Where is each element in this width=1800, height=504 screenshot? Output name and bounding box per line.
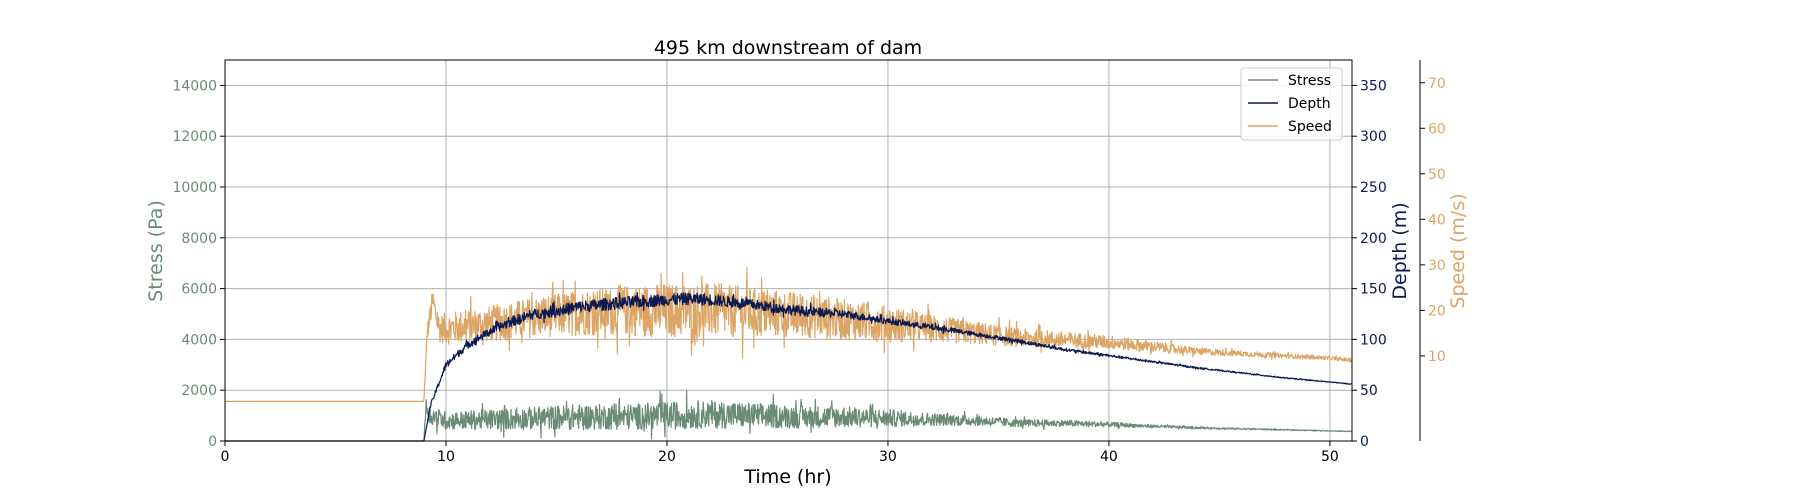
speed-tick-label: 70 <box>1428 76 1446 92</box>
x-tick-label: 50 <box>1321 449 1339 465</box>
series-layer <box>224 267 1353 442</box>
speed-tick-label: 60 <box>1428 121 1446 137</box>
speed-tick-label: 30 <box>1428 258 1446 274</box>
depth-tick-label: 150 <box>1360 282 1387 298</box>
legend-label-speed: Speed <box>1288 119 1332 135</box>
y-axis-speed: 10 20 30 40 50 60 70 <box>1419 60 1446 441</box>
stress-tick-label: 12000 <box>172 129 217 145</box>
depth-axis-title: Depth (m) <box>1389 202 1411 299</box>
stress-tick-label: 8000 <box>181 231 217 247</box>
x-axis: 0 10 20 30 40 50 <box>221 441 1339 465</box>
x-axis-title: Time (hr) <box>743 466 831 488</box>
x-tick-label: 30 <box>879 449 897 465</box>
legend-label-stress: Stress <box>1288 73 1331 89</box>
series-line-stress <box>224 390 1353 442</box>
legend-box <box>1240 67 1343 141</box>
grid-lines <box>224 60 1352 442</box>
stress-tick-label: 4000 <box>181 332 217 348</box>
stress-tick-label: 6000 <box>181 282 217 298</box>
depth-tick-label: 50 <box>1360 383 1378 399</box>
legend-label-depth: Depth <box>1288 96 1331 112</box>
depth-tick-label: 200 <box>1360 231 1387 247</box>
depth-tick-label: 300 <box>1360 129 1387 145</box>
stress-tick-label: 2000 <box>181 383 217 399</box>
stress-tick-label: 10000 <box>172 180 217 196</box>
speed-tick-label: 40 <box>1428 212 1446 228</box>
x-tick-label: 0 <box>221 449 230 465</box>
depth-tick-label: 0 <box>1360 434 1369 450</box>
speed-tick-label: 20 <box>1428 303 1446 319</box>
series-line-speed <box>224 267 1353 402</box>
legend: Stress Depth Speed <box>1240 67 1343 141</box>
depth-tick-label: 250 <box>1360 180 1387 196</box>
y-axis-stress: 0 2000 4000 6000 8000 10000 12000 14000 <box>172 78 225 450</box>
speed-tick-label: 10 <box>1428 349 1446 365</box>
stress-tick-label: 14000 <box>172 78 217 94</box>
speed-axis-title: Speed (m/s) <box>1447 193 1469 308</box>
chart-title: 495 km downstream of dam <box>654 37 922 59</box>
stress-axis-title: Stress (Pa) <box>145 200 167 302</box>
depth-tick-label: 350 <box>1360 78 1387 94</box>
x-tick-label: 10 <box>437 449 455 465</box>
y-axis-depth: 0 50 100 150 200 250 300 350 <box>1352 78 1387 450</box>
stress-tick-label: 0 <box>208 434 217 450</box>
x-tick-label: 40 <box>1100 449 1118 465</box>
x-tick-label: 20 <box>658 449 676 465</box>
speed-tick-label: 50 <box>1428 167 1446 183</box>
depth-tick-label: 100 <box>1360 332 1387 348</box>
plot-frame <box>224 59 1353 442</box>
